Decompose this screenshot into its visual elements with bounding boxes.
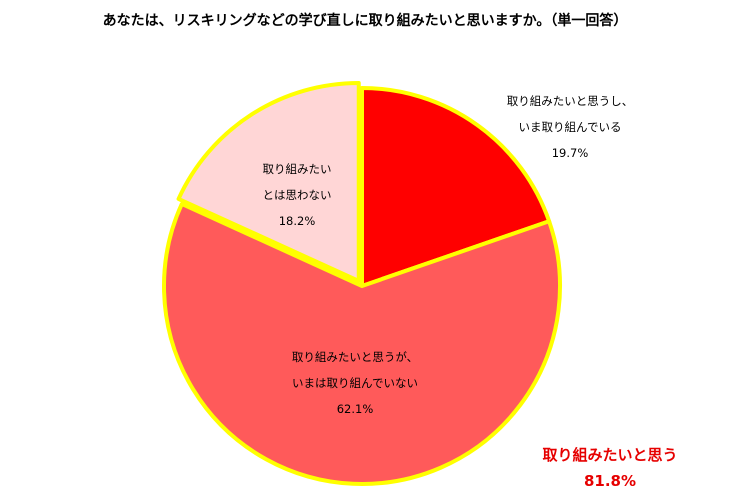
slice-label-line: 取り組みたいと思うし、 [506, 94, 634, 108]
slice-label-line: 取り組みたいと思うが、 [291, 350, 419, 364]
chart-title: あなたは、リスキリングなどの学び直しに取り組みたいと思いますか。（単一回答） [102, 13, 628, 29]
slice-label-line: いま取り組んでいる [518, 120, 622, 134]
summary-callout: 取り組みたいと思う 81.8% [520, 442, 700, 494]
slice-label-currently-doing: 取り組みたいと思うし、 いま取り組んでいる 19.7% [490, 88, 650, 166]
slice-value-label: 18.2% [278, 214, 316, 228]
slice-value-label: 19.7% [551, 146, 589, 160]
slice-label-want-but-not-doing: 取り組みたいと思うが、 いまは取り組んでいない 62.1% [270, 344, 440, 422]
slice-label-line: 取り組みたい [262, 162, 332, 176]
summary-label: 取り組みたいと思う [542, 446, 678, 464]
slice-label-line: いまは取り組んでいない [292, 376, 418, 390]
summary-value: 81.8% [583, 472, 637, 490]
slice-label-do-not-want: 取り組みたい とは思わない 18.2% [242, 156, 352, 234]
slice-value-label: 62.1% [336, 402, 374, 416]
slice-do-not-want [176, 80, 361, 283]
slice-want-but-not-doing [162, 201, 562, 486]
slice-label-line: とは思わない [262, 188, 332, 202]
